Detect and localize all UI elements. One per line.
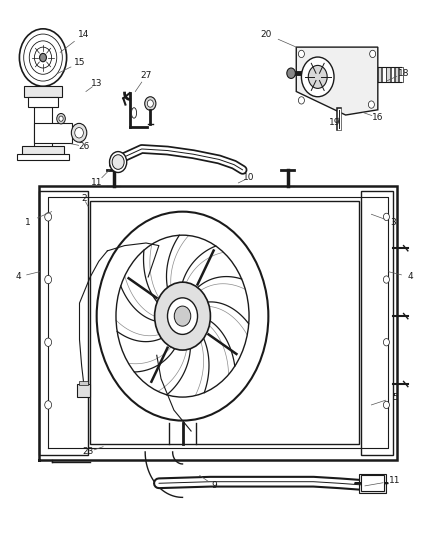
Bar (34, 123, 72, 143)
Bar (395, 67, 399, 82)
Text: 18: 18 (398, 69, 410, 78)
Text: 3: 3 (390, 217, 396, 227)
Bar (79, 382, 88, 385)
Circle shape (308, 66, 327, 88)
Text: 11: 11 (389, 476, 401, 485)
Circle shape (39, 53, 46, 62)
Circle shape (383, 276, 389, 283)
Bar (90, 201, 358, 444)
Circle shape (45, 213, 52, 221)
Text: 14: 14 (78, 29, 89, 38)
Text: 10: 10 (243, 173, 255, 182)
Circle shape (110, 151, 127, 173)
Bar (21, 147, 64, 156)
Circle shape (287, 68, 295, 78)
Circle shape (147, 100, 153, 107)
Bar (28, 97, 58, 107)
Bar (382, 67, 385, 82)
Text: 4: 4 (15, 272, 21, 281)
Bar (39, 191, 88, 455)
Text: 20: 20 (261, 29, 272, 38)
Bar (78, 384, 90, 397)
Text: 13: 13 (91, 79, 102, 88)
Circle shape (298, 50, 304, 58)
Circle shape (59, 116, 63, 122)
Circle shape (45, 276, 52, 284)
Text: 9: 9 (212, 481, 218, 490)
Circle shape (383, 338, 389, 346)
Circle shape (301, 57, 334, 97)
Circle shape (368, 101, 374, 108)
Bar (378, 67, 381, 82)
Text: 4: 4 (407, 272, 413, 281)
Circle shape (57, 114, 65, 124)
Bar (34, 107, 53, 154)
Circle shape (116, 235, 249, 397)
Bar (24, 86, 62, 97)
Polygon shape (296, 47, 378, 115)
Bar (399, 67, 403, 82)
Text: 27: 27 (140, 71, 152, 80)
Circle shape (174, 306, 191, 326)
Bar (360, 191, 393, 455)
Text: 26: 26 (78, 142, 89, 151)
Circle shape (167, 298, 198, 334)
Circle shape (383, 401, 389, 409)
Text: 11: 11 (91, 179, 102, 188)
Text: 15: 15 (74, 58, 85, 67)
Text: 23: 23 (82, 447, 94, 456)
Circle shape (71, 123, 87, 142)
Bar (17, 154, 69, 160)
Circle shape (45, 401, 52, 409)
Circle shape (45, 338, 52, 346)
Bar (358, 474, 386, 492)
Bar (360, 475, 384, 491)
Text: 16: 16 (372, 113, 384, 122)
Ellipse shape (131, 108, 137, 118)
Circle shape (75, 127, 83, 138)
Text: 5: 5 (392, 393, 398, 401)
Circle shape (112, 155, 124, 169)
Circle shape (97, 212, 268, 421)
Bar (391, 67, 394, 82)
Circle shape (370, 50, 376, 58)
Text: 19: 19 (329, 118, 341, 127)
Circle shape (383, 213, 389, 221)
Circle shape (155, 282, 210, 350)
Circle shape (145, 97, 156, 110)
Bar (386, 67, 390, 82)
Text: 1: 1 (25, 217, 31, 227)
Text: 2: 2 (81, 194, 87, 203)
Circle shape (298, 97, 304, 104)
Circle shape (19, 29, 67, 86)
